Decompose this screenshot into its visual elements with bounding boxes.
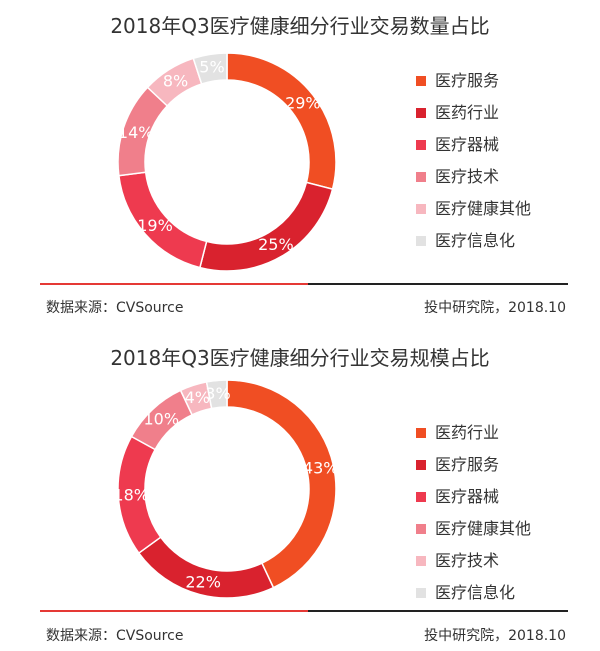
legend-label: 医疗服务 xyxy=(435,71,500,90)
legend-entry: 医疗服务 xyxy=(416,70,531,102)
rule-red-segment xyxy=(40,610,308,612)
legend-label: 医疗技术 xyxy=(435,167,500,186)
slice-value-label: 19% xyxy=(137,216,173,235)
rule-red-segment xyxy=(40,283,308,285)
slice-value-label: 43% xyxy=(303,459,339,478)
legend-swatch xyxy=(416,492,426,502)
legend-entry: 医疗健康其他 xyxy=(416,518,531,550)
legend-swatch xyxy=(416,556,426,566)
rule-dark-segment xyxy=(308,283,568,285)
donut-slice xyxy=(192,52,228,85)
legend: 医药行业 医疗服务 医疗器械 医疗健康其他 医疗技术 医疗信息化 xyxy=(416,422,531,614)
slice-value-label: 5% xyxy=(199,58,224,77)
legend-label: 医疗信息化 xyxy=(435,231,516,250)
slice-value-label: 29% xyxy=(285,94,321,113)
legend-entry: 医药行业 xyxy=(416,422,531,454)
donut-slice xyxy=(205,379,228,410)
source-note: 数据来源：CVSource xyxy=(46,628,184,644)
donut-slice xyxy=(198,181,334,272)
chart-title: 2018年Q3医疗健康细分行业交易数量占比 xyxy=(110,14,490,38)
legend-entry: 医疗信息化 xyxy=(416,582,531,614)
legend-entry: 医疗服务 xyxy=(416,454,531,486)
chart-panel-scale: 2018年Q3医疗健康细分行业交易规模占比 43% 22% 18% 10% 4% 3% 医… xyxy=(0,330,600,651)
legend-label: 医药行业 xyxy=(435,103,500,122)
slice-value-label: 14% xyxy=(118,123,154,142)
legend-label: 医药行业 xyxy=(435,423,500,442)
legend-entry: 医疗器械 xyxy=(416,134,531,166)
legend-label: 医疗信息化 xyxy=(435,583,516,602)
source-note: 数据来源：CVSource xyxy=(46,300,184,316)
legend-label: 医疗健康其他 xyxy=(435,519,532,538)
legend-entry: 医疗技术 xyxy=(416,166,531,198)
slice-value-label: 8% xyxy=(163,71,188,90)
divider-rule xyxy=(40,283,568,285)
legend-swatch xyxy=(416,108,426,118)
legend-entry: 医疗器械 xyxy=(416,486,531,518)
legend-swatch xyxy=(416,140,426,150)
rule-dark-segment xyxy=(308,610,568,612)
chart-panel-count: 2018年Q3医疗健康细分行业交易数量占比 29% 25% 19% 14% 8% 5% 医… xyxy=(0,0,600,325)
legend-swatch xyxy=(416,236,426,246)
donut-chart: 43% 22% 18% 10% 4%3% xyxy=(113,379,339,599)
legend-entry: 医疗技术 xyxy=(416,550,531,582)
donut-chart: 29% 25% 19% 14% 8% 5% xyxy=(117,52,337,272)
legend: 医疗服务 医药行业 医疗器械 医疗技术 医疗健康其他 医疗信息化 xyxy=(416,70,531,262)
slice-value-label: 25% xyxy=(258,235,294,254)
legend-swatch xyxy=(416,76,426,86)
divider-rule xyxy=(40,610,568,612)
publisher-note: 投中研究院，2018.10 xyxy=(424,300,566,316)
legend-entry: 医疗信息化 xyxy=(416,230,531,262)
legend-label: 医疗器械 xyxy=(435,487,500,506)
legend-label: 医疗服务 xyxy=(435,455,500,474)
legend-label: 医疗技术 xyxy=(435,551,500,570)
legend-swatch xyxy=(416,428,426,438)
slice-value-label: 10% xyxy=(144,410,180,429)
legend-entry: 医疗健康其他 xyxy=(416,198,531,230)
slice-value-label: 22% xyxy=(185,572,221,591)
donut-slice xyxy=(226,379,337,589)
chart-title: 2018年Q3医疗健康细分行业交易规模占比 xyxy=(110,346,490,370)
slice-value-label: 4% xyxy=(185,388,210,407)
slice-value-label: 18% xyxy=(113,486,149,505)
legend-label: 医疗健康其他 xyxy=(435,199,532,218)
slice-value-label: 3% xyxy=(205,384,230,403)
legend-entry: 医药行业 xyxy=(416,102,531,134)
legend-swatch xyxy=(416,588,426,598)
legend-swatch xyxy=(416,204,426,214)
legend-label: 医疗器械 xyxy=(435,135,500,154)
legend-swatch xyxy=(416,460,426,470)
legend-swatch xyxy=(416,524,426,534)
donut-slice xyxy=(226,52,337,191)
legend-swatch xyxy=(416,172,426,182)
publisher-note: 投中研究院，2018.10 xyxy=(424,628,566,644)
